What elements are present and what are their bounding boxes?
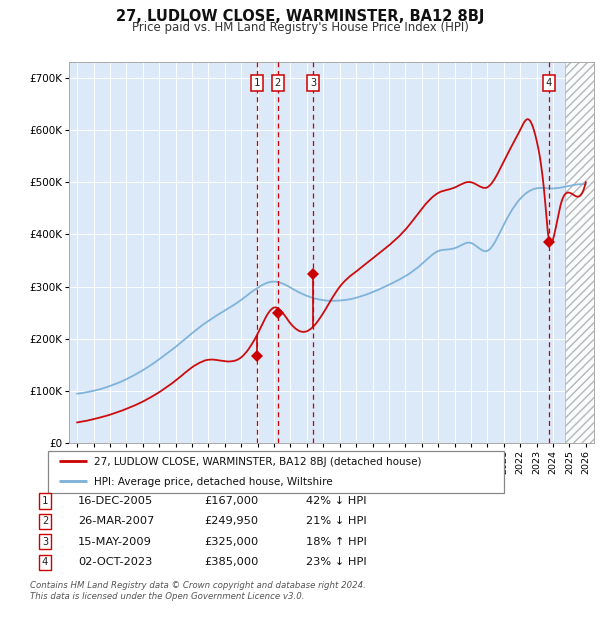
Text: Contains HM Land Registry data © Crown copyright and database right 2024.: Contains HM Land Registry data © Crown c… [30,582,366,590]
Text: 2: 2 [275,78,281,88]
Text: 02-OCT-2023: 02-OCT-2023 [78,557,152,567]
Text: 2: 2 [42,516,48,526]
Text: Price paid vs. HM Land Registry's House Price Index (HPI): Price paid vs. HM Land Registry's House … [131,22,469,34]
Text: 4: 4 [42,557,48,567]
Text: 42% ↓ HPI: 42% ↓ HPI [306,496,367,506]
Text: 21% ↓ HPI: 21% ↓ HPI [306,516,367,526]
Text: 16-DEC-2005: 16-DEC-2005 [78,496,153,506]
Text: 3: 3 [42,537,48,547]
Text: This data is licensed under the Open Government Licence v3.0.: This data is licensed under the Open Gov… [30,592,305,601]
Text: 1: 1 [42,496,48,506]
Bar [565,62,594,443]
Text: 1: 1 [254,78,260,88]
Text: 18% ↑ HPI: 18% ↑ HPI [306,537,367,547]
Text: £167,000: £167,000 [204,496,258,506]
Text: 26-MAR-2007: 26-MAR-2007 [78,516,154,526]
Text: 23% ↓ HPI: 23% ↓ HPI [306,557,367,567]
Text: £325,000: £325,000 [204,537,258,547]
Text: 27, LUDLOW CLOSE, WARMINSTER, BA12 8BJ: 27, LUDLOW CLOSE, WARMINSTER, BA12 8BJ [116,9,484,24]
Text: 27, LUDLOW CLOSE, WARMINSTER, BA12 8BJ (detached house): 27, LUDLOW CLOSE, WARMINSTER, BA12 8BJ (… [94,457,421,467]
Text: £385,000: £385,000 [204,557,259,567]
Bar [565,62,594,443]
Text: 4: 4 [546,78,552,88]
Text: £249,950: £249,950 [204,516,258,526]
Text: HPI: Average price, detached house, Wiltshire: HPI: Average price, detached house, Wilt… [94,477,332,487]
Text: 3: 3 [310,78,316,88]
Text: 15-MAY-2009: 15-MAY-2009 [78,537,152,547]
